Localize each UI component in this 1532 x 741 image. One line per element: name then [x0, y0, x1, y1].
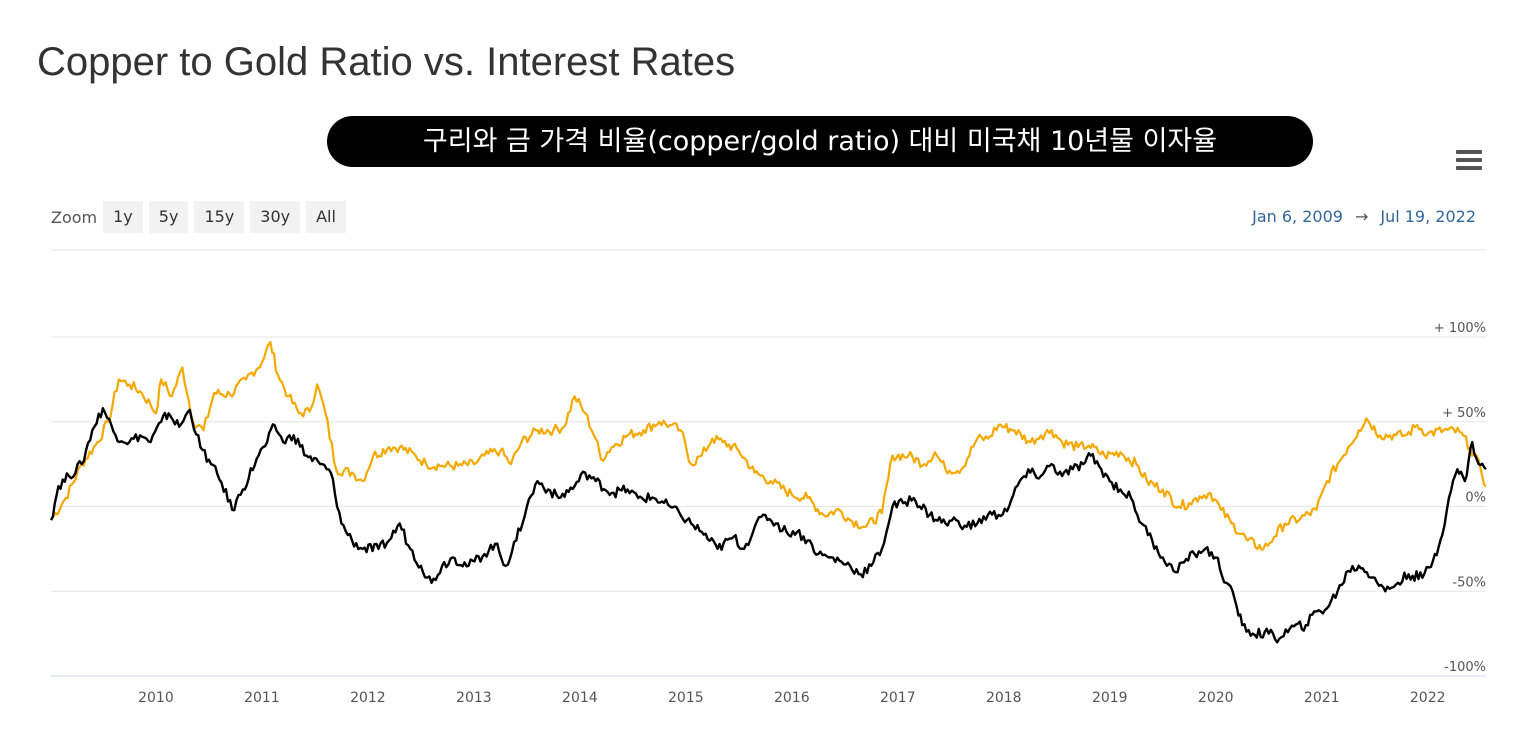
- x-tick-label: 2021: [1304, 690, 1340, 706]
- series-line-2: [49, 407, 1487, 644]
- range-from[interactable]: Jan 6, 2009: [1252, 207, 1343, 226]
- date-range: Jan 6, 2009 → Jul 19, 2022: [1252, 207, 1476, 226]
- y-tick-label: + 50%: [1442, 406, 1486, 421]
- series-lines: [49, 341, 1487, 644]
- page-title: Copper to Gold Ratio vs. Interest Rates: [37, 40, 736, 84]
- range-arrow: →: [1354, 207, 1369, 226]
- x-tick-label: 2012: [350, 690, 386, 706]
- y-tick-label: 0%: [1465, 491, 1486, 506]
- y-tick-label: -50%: [1452, 575, 1486, 590]
- x-tick-label: 2019: [1092, 690, 1128, 706]
- x-tick-label: 2010: [138, 690, 174, 706]
- x-tick-label: 2013: [456, 690, 492, 706]
- zoom-1y-button[interactable]: 1y: [103, 201, 143, 233]
- x-tick-label: 2018: [986, 690, 1022, 706]
- zoom-label: Zoom: [51, 207, 98, 227]
- series-line-1: [50, 341, 1487, 551]
- x-tick-label: 2017: [880, 690, 916, 706]
- x-tick-label: 2011: [244, 690, 280, 706]
- menu-line: [1456, 158, 1482, 162]
- x-tick-label: 2015: [668, 690, 704, 706]
- menu-line: [1456, 166, 1482, 170]
- menu-line: [1456, 150, 1482, 154]
- zoom-15y-button[interactable]: 15y: [194, 201, 245, 233]
- y-axis-labels: + 100% + 50% 0% -50% -100%: [1434, 321, 1486, 675]
- y-tick-label: -100%: [1444, 660, 1486, 675]
- x-tick-label: 2014: [562, 690, 598, 706]
- hamburger-menu-icon[interactable]: [1456, 150, 1482, 174]
- zoom-all-button[interactable]: All: [306, 201, 346, 233]
- x-tick-label: 2016: [774, 690, 810, 706]
- grid-lines: [51, 336, 1486, 677]
- zoom-selector: Zoom 1y 5y 15y 30y All: [51, 201, 352, 233]
- zoom-5y-button[interactable]: 5y: [148, 201, 189, 233]
- subtitle-banner: 구리와 금 가격 비율(copper/gold ratio) 대비 미국채 10…: [327, 116, 1313, 167]
- y-tick-label: + 100%: [1434, 321, 1486, 336]
- x-axis-labels: 2010 2011 2012 2013 2014 2015 2016 2017 2018 2019…: [138, 690, 1445, 706]
- zoom-30y-button[interactable]: 30y: [250, 201, 301, 233]
- x-tick-label: 2020: [1198, 690, 1234, 706]
- range-to[interactable]: Jul 19, 2022: [1380, 207, 1476, 226]
- x-tick-label: 2022: [1410, 690, 1446, 706]
